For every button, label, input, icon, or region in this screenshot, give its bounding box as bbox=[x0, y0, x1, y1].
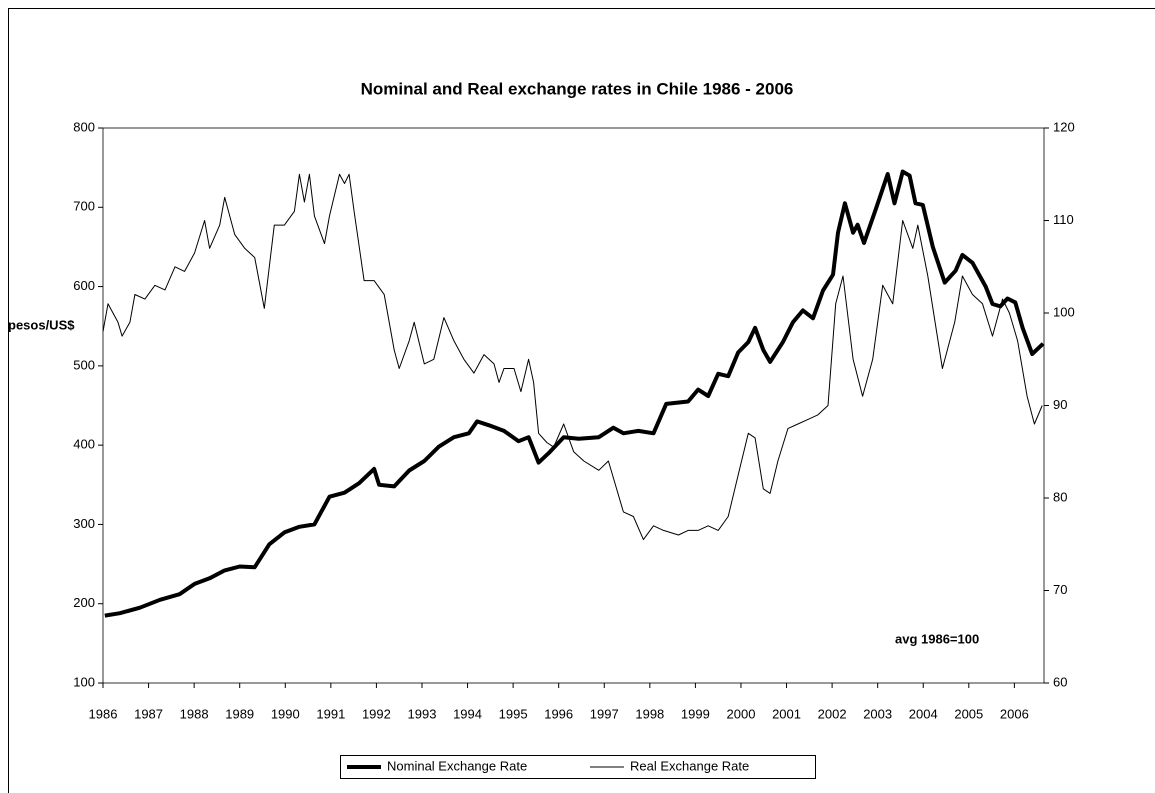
x-tick-label: 2001 bbox=[772, 706, 801, 721]
y2-tick-label: 90 bbox=[1053, 397, 1067, 412]
x-tick-label: 1997 bbox=[590, 706, 619, 721]
y-tick-label: 400 bbox=[73, 437, 95, 452]
x-tick-label: 2000 bbox=[727, 706, 756, 721]
x-tick-label: 1993 bbox=[408, 706, 437, 721]
legend-label: Real Exchange Rate bbox=[630, 758, 749, 773]
y2-tick-label: 80 bbox=[1053, 489, 1067, 504]
x-tick-label: 1986 bbox=[89, 706, 118, 721]
x-tick-label: 2004 bbox=[909, 706, 938, 721]
series-line bbox=[102, 173, 1043, 541]
series-line bbox=[104, 169, 1045, 618]
x-tick-label: 1988 bbox=[180, 706, 209, 721]
x-tick-label: 1996 bbox=[544, 706, 573, 721]
y-axis-label: pesos/US$ bbox=[8, 317, 75, 332]
x-tick-label: 1999 bbox=[681, 706, 710, 721]
x-tick-label: 2006 bbox=[1000, 706, 1029, 721]
x-tick-label: 1987 bbox=[134, 706, 163, 721]
plot-area bbox=[102, 127, 1045, 684]
y-tick-label: 300 bbox=[73, 516, 95, 531]
x-tick-label: 1995 bbox=[499, 706, 528, 721]
legend-box bbox=[340, 755, 816, 779]
x-tick-label: 2002 bbox=[818, 706, 847, 721]
x-tick-label: 1992 bbox=[362, 706, 391, 721]
y2-tick-label: 60 bbox=[1053, 674, 1067, 689]
y-tick-label: 200 bbox=[73, 595, 95, 610]
chart-title: Nominal and Real exchange rates in Chile… bbox=[361, 79, 794, 98]
x-tick-label: 1991 bbox=[316, 706, 345, 721]
x-tick-label: 1989 bbox=[225, 706, 254, 721]
y2-tick-label: 100 bbox=[1053, 304, 1075, 319]
y-tick-label: 800 bbox=[73, 119, 95, 134]
y2-tick-label: 110 bbox=[1053, 212, 1074, 227]
chart-border bbox=[8, 8, 1155, 793]
legend-label: Nominal Exchange Rate bbox=[387, 758, 527, 773]
y-tick-label: 500 bbox=[73, 357, 95, 372]
annotation: avg 1986=100 bbox=[895, 631, 979, 646]
x-tick-label: 2003 bbox=[863, 706, 892, 721]
x-tick-label: 1998 bbox=[635, 706, 664, 721]
y-tick-label: 600 bbox=[73, 278, 95, 293]
y-tick-label: 700 bbox=[73, 199, 95, 214]
x-tick-label: 1994 bbox=[453, 706, 482, 721]
y2-tick-label: 120 bbox=[1053, 119, 1075, 134]
x-tick-label: 2005 bbox=[954, 706, 983, 721]
x-tick-label: 1990 bbox=[271, 706, 300, 721]
y2-tick-label: 70 bbox=[1053, 582, 1067, 597]
y-tick-label: 100 bbox=[73, 674, 95, 689]
